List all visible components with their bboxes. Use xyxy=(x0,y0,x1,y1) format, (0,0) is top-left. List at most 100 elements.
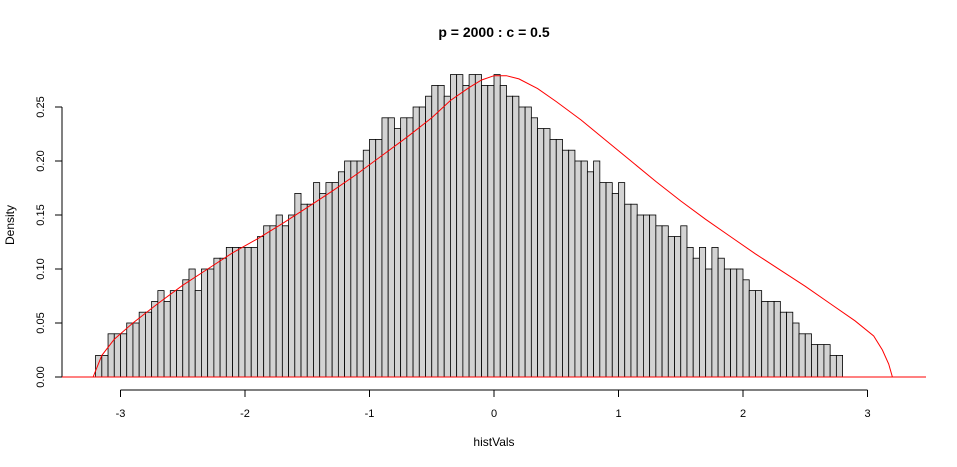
y-tick-label: 0.10 xyxy=(35,258,47,279)
histogram-bar xyxy=(537,128,545,378)
histogram-bar xyxy=(518,106,526,378)
histogram-bar xyxy=(269,225,277,378)
histogram-bar xyxy=(325,182,333,378)
density-curve xyxy=(92,75,893,378)
histogram-bar xyxy=(412,106,420,378)
histogram-bar xyxy=(487,85,495,378)
x-tick-label: 3 xyxy=(864,408,870,420)
histogram-bar xyxy=(543,128,551,378)
histogram-bar xyxy=(574,160,582,378)
histogram-bar xyxy=(599,182,607,378)
histogram-bar xyxy=(257,236,265,378)
histogram-bar xyxy=(661,225,669,378)
histogram-bar xyxy=(499,85,507,378)
histogram-bar xyxy=(736,268,744,378)
histogram-bar xyxy=(823,344,831,378)
histogram-bar xyxy=(773,300,781,378)
histogram-bar xyxy=(468,74,476,378)
y-axis-label: Density xyxy=(3,205,17,245)
histogram-bar xyxy=(194,290,202,378)
histogram-bar xyxy=(618,182,626,378)
histogram-bar xyxy=(244,246,252,378)
histogram-bar xyxy=(232,246,240,378)
x-tick-label: -1 xyxy=(365,408,375,420)
x-tick-label: 1 xyxy=(615,408,621,420)
histogram-bar xyxy=(723,268,731,378)
histogram-bar xyxy=(530,117,538,378)
histogram-bar xyxy=(443,95,451,378)
histogram-bar xyxy=(288,214,296,378)
histogram-bar xyxy=(113,333,121,378)
histogram-bar xyxy=(742,279,750,378)
histogram-bar xyxy=(306,203,314,378)
histogram-bar xyxy=(182,279,190,378)
histogram-bar xyxy=(425,95,433,378)
histogram-bar xyxy=(331,182,339,378)
histogram-bar xyxy=(792,322,800,378)
histogram-bar xyxy=(649,214,657,378)
histogram-bar xyxy=(300,203,308,378)
histogram-bar xyxy=(356,160,364,378)
histogram-bar xyxy=(263,225,271,378)
histogram-bar xyxy=(163,300,171,378)
histogram-bar xyxy=(568,149,576,378)
histogram-bar xyxy=(337,171,345,378)
histogram-bar xyxy=(319,192,327,378)
histogram-bar xyxy=(506,95,514,378)
x-tick-label: 0 xyxy=(491,408,497,420)
chart-title: p = 2000 : c = 0.5 xyxy=(438,24,550,40)
histogram-bar xyxy=(344,160,352,378)
histogram-bar xyxy=(176,290,184,378)
histogram-bar xyxy=(586,171,594,378)
histogram-bar xyxy=(524,106,532,378)
histogram-bar xyxy=(636,214,644,378)
histogram-bar xyxy=(138,311,146,378)
histogram-bar xyxy=(680,225,688,378)
histogram-bar xyxy=(655,225,663,378)
histogram-bar xyxy=(611,192,619,378)
histogram-bar xyxy=(761,300,769,378)
x-axis: -3 -2 -1 0 1 2 3 xyxy=(116,389,871,420)
histogram-bar xyxy=(418,106,426,378)
histogram-bar xyxy=(692,257,700,378)
histogram-bar xyxy=(456,74,464,378)
histogram-bar xyxy=(817,344,825,378)
histogram-bar xyxy=(381,117,389,378)
histogram-bar xyxy=(767,300,775,378)
histogram-bar xyxy=(450,74,458,378)
histogram-bar xyxy=(144,311,153,378)
histogram-bar xyxy=(151,300,159,378)
histogram-bar xyxy=(225,246,233,378)
histogram-bar xyxy=(643,214,651,378)
density-curve-layer xyxy=(62,75,926,378)
histogram-bar xyxy=(686,246,694,378)
histogram-bar xyxy=(120,333,128,378)
histogram-bar xyxy=(400,117,408,378)
y-tick-label: 0.00 xyxy=(35,366,47,387)
histogram-bar xyxy=(786,311,794,378)
histogram-bar xyxy=(580,160,588,378)
histogram-bar xyxy=(481,85,489,378)
histogram-bar xyxy=(779,311,787,378)
histogram-bar xyxy=(798,333,806,378)
y-tick-label: 0.05 xyxy=(35,312,47,333)
histogram-bar xyxy=(811,344,819,378)
histogram-bar xyxy=(250,246,258,378)
histogram-bar xyxy=(132,322,140,378)
histogram-bar xyxy=(624,203,632,378)
y-tick-label: 0.25 xyxy=(35,96,47,117)
histogram-bar xyxy=(219,257,227,378)
y-tick-label: 0.15 xyxy=(35,204,47,225)
histogram-bar xyxy=(313,182,321,378)
histogram-bar xyxy=(593,160,601,378)
histogram-bar xyxy=(275,214,283,378)
histogram-bar xyxy=(667,236,675,378)
histogram-bar xyxy=(387,117,395,378)
histogram-bar xyxy=(238,246,246,378)
histogram-bar xyxy=(699,246,707,378)
x-tick-label: 2 xyxy=(740,408,746,420)
histogram-bar xyxy=(101,354,109,378)
x-tick-label: -3 xyxy=(116,408,126,420)
